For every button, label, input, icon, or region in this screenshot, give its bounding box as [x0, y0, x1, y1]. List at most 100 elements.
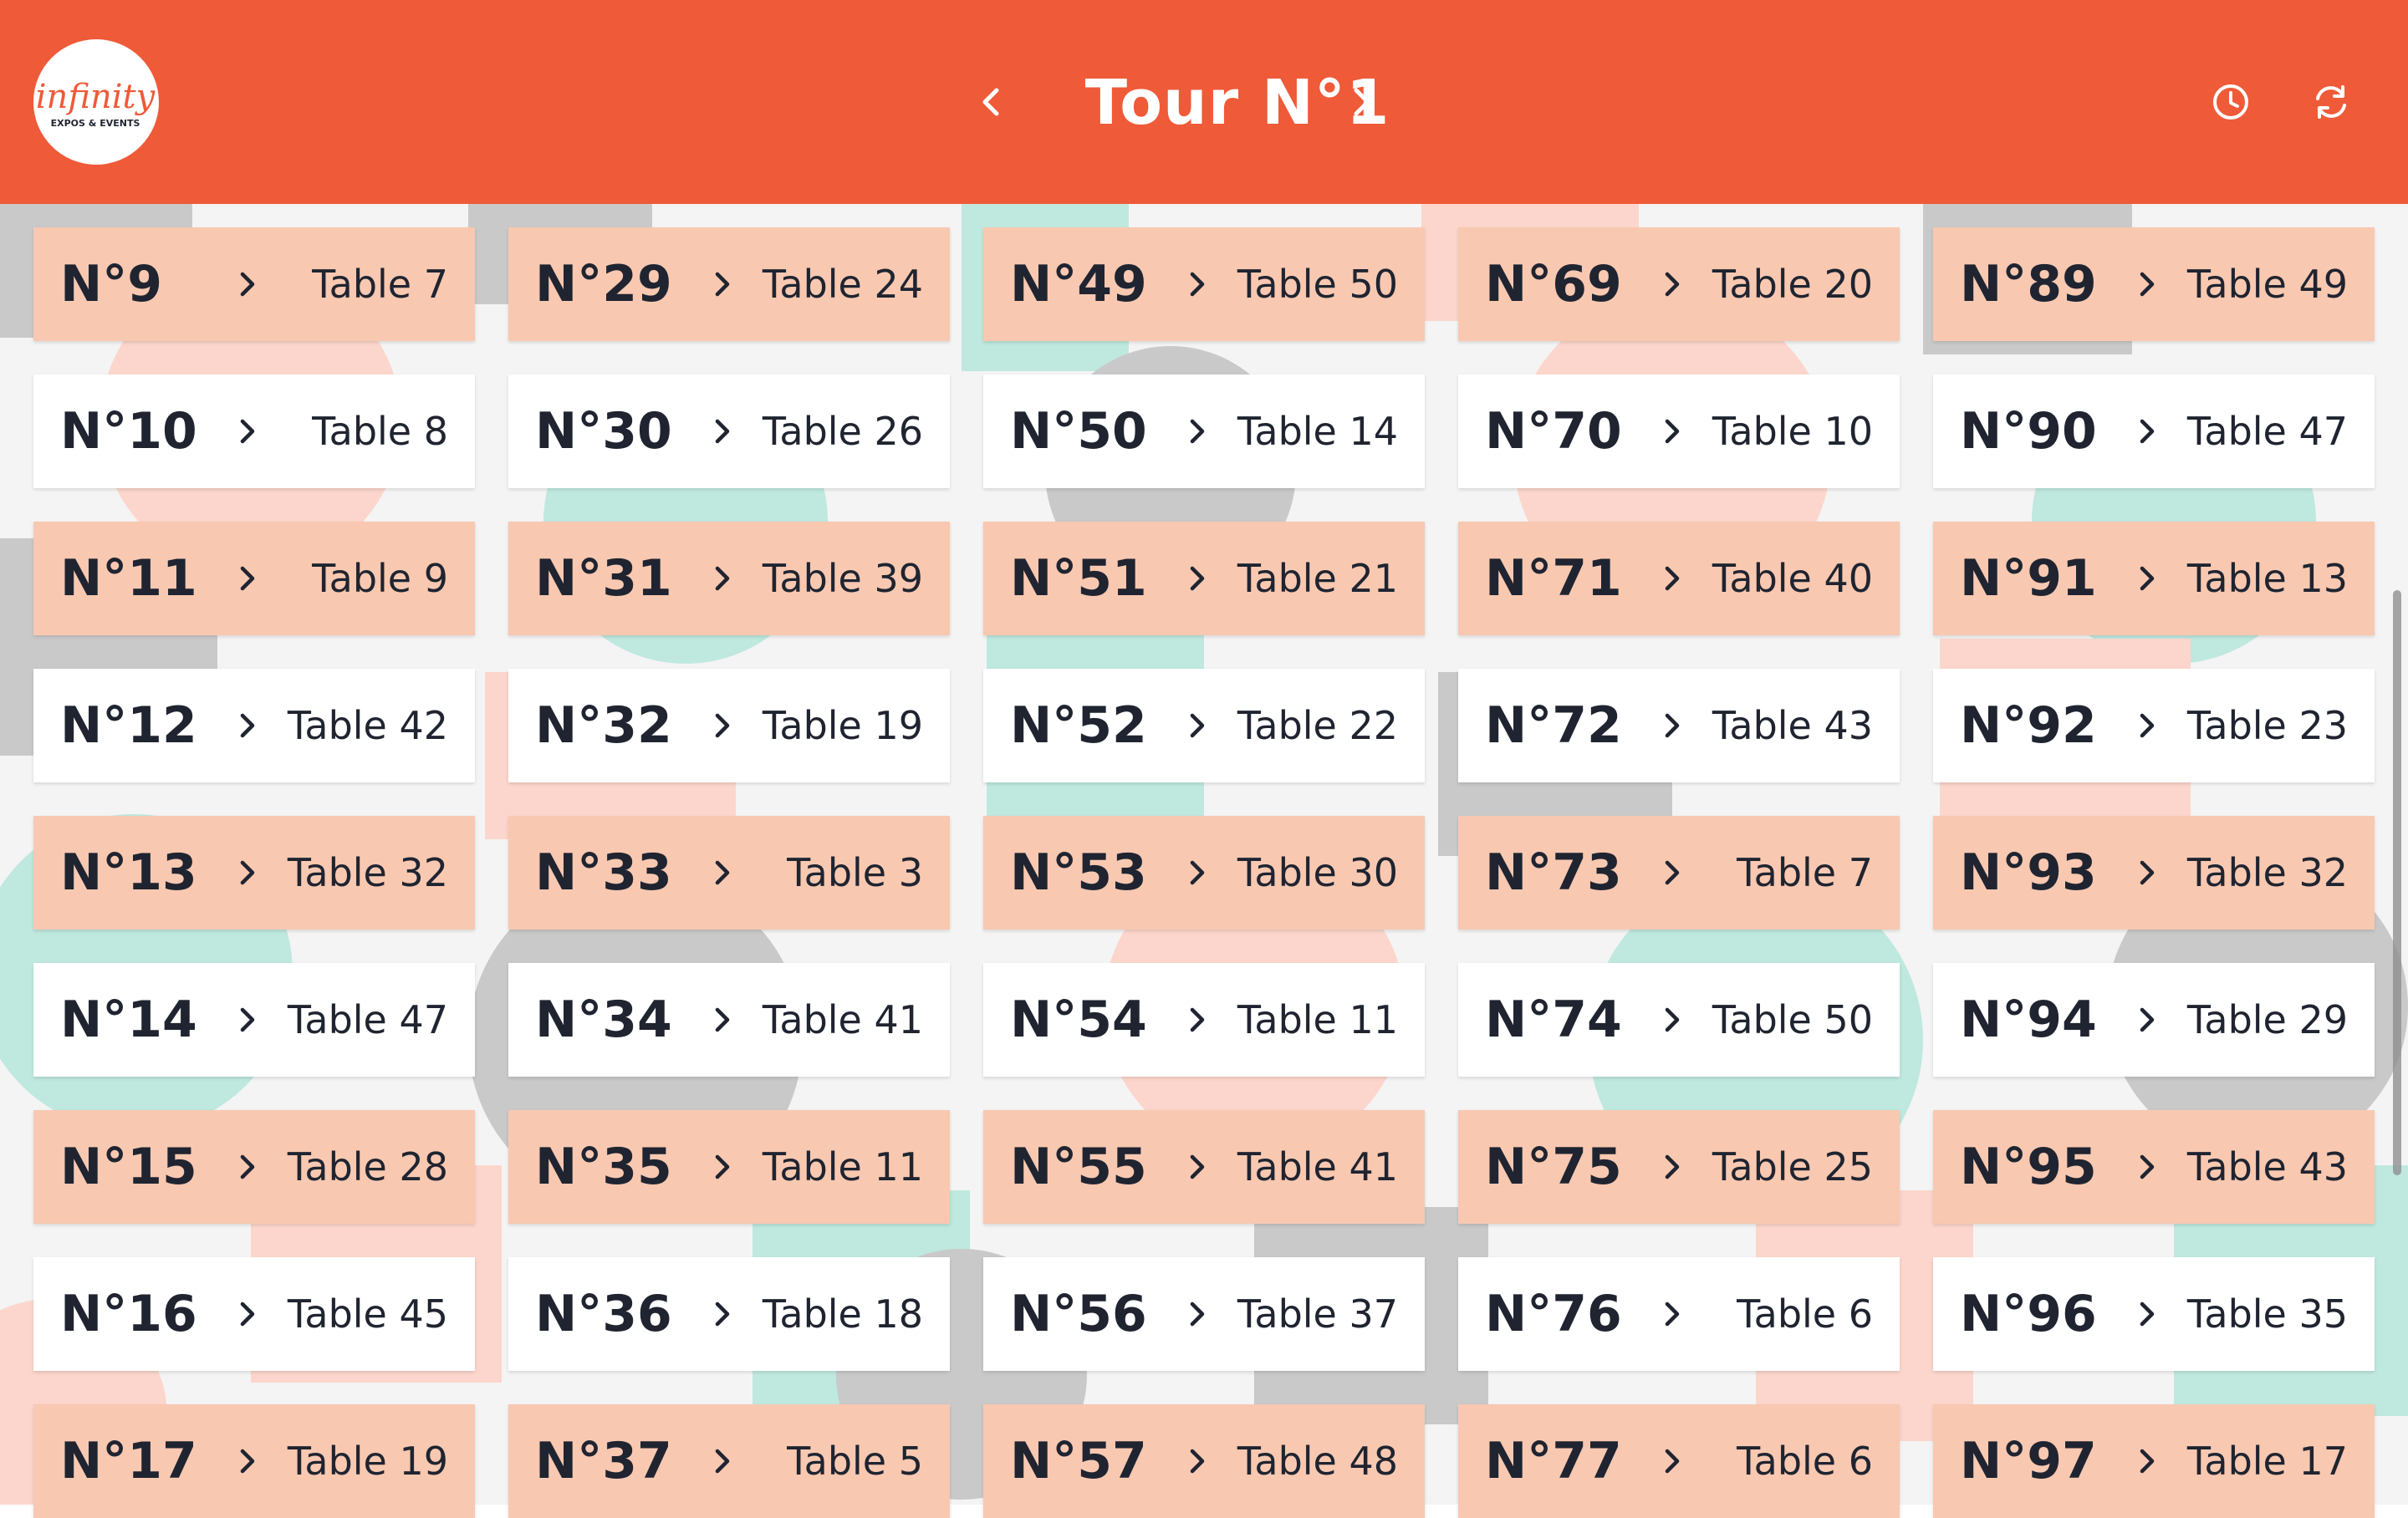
participant-number: N°70: [1485, 402, 1622, 461]
assignment-card[interactable]: N°10 Table 8: [33, 374, 475, 488]
assignment-card[interactable]: N°13 Table 32: [33, 816, 475, 930]
table-label: Table 50: [1712, 997, 1873, 1042]
assignment-card[interactable]: N°91 Table 13: [1933, 522, 2375, 635]
assignment-card[interactable]: N°55 Table 41: [983, 1110, 1425, 1224]
assignment-card[interactable]: N°70 Table 10: [1458, 374, 1900, 488]
participant-number: N°13: [60, 843, 197, 902]
chevron-right-icon: [1190, 1154, 1205, 1179]
chevron-right-icon: [1665, 1449, 1680, 1474]
participant-number: N°54: [1010, 991, 1147, 1049]
table-label: Table 24: [762, 262, 923, 307]
previous-round-button[interactable]: [958, 69, 1025, 135]
assignment-card[interactable]: N°69 Table 20: [1458, 227, 1900, 341]
assignment-card[interactable]: N°37 Table 5: [508, 1404, 950, 1518]
assignment-card[interactable]: N°33 Table 3: [508, 816, 950, 930]
chevron-right-icon: [240, 566, 255, 591]
assignment-card[interactable]: N°90 Table 47: [1933, 374, 2375, 488]
participant-number: N°11: [60, 549, 197, 608]
table-label: Table 11: [1237, 997, 1398, 1042]
assignment-card[interactable]: N°54 Table 11: [983, 963, 1425, 1077]
chevron-right-icon: [2140, 1154, 2155, 1179]
chevron-right-icon: [2140, 419, 2155, 444]
table-label: Table 43: [2186, 1144, 2348, 1189]
assignment-card[interactable]: N°92 Table 23: [1933, 669, 2375, 782]
assignment-card[interactable]: N°77 Table 6: [1458, 1404, 1900, 1518]
assignment-card[interactable]: N°53 Table 30: [983, 816, 1425, 930]
chevron-right-icon: [2140, 566, 2155, 591]
assignment-card[interactable]: N°71 Table 40: [1458, 522, 1900, 635]
assignment-card[interactable]: N°76 Table 6: [1458, 1257, 1900, 1371]
infinity-logo: infinity EXPOS & EVENTS: [33, 39, 159, 165]
scrollbar[interactable]: [2393, 590, 2401, 1175]
chevron-right-icon: [1665, 272, 1680, 297]
table-label: Table 39: [762, 556, 923, 601]
participant-number: N°73: [1485, 843, 1622, 902]
assignment-card[interactable]: N°29 Table 24: [508, 227, 950, 341]
history-button[interactable]: [2201, 72, 2261, 132]
chevron-left-icon: [982, 88, 999, 116]
assignment-card[interactable]: N°30 Table 26: [508, 374, 950, 488]
assignment-card[interactable]: N°49 Table 50: [983, 227, 1425, 341]
participant-number: N°94: [1960, 991, 2097, 1049]
assignment-card[interactable]: N°14 Table 47: [33, 963, 475, 1077]
participant-number: N°93: [1960, 843, 2097, 902]
assignment-card[interactable]: N°75 Table 25: [1458, 1110, 1900, 1224]
chevron-right-icon: [2140, 1449, 2155, 1474]
assignment-card[interactable]: N°52 Table 22: [983, 669, 1425, 782]
assignment-card[interactable]: N°16 Table 45: [33, 1257, 475, 1371]
table-label: Table 22: [1237, 703, 1398, 748]
assignment-card[interactable]: N°56 Table 37: [983, 1257, 1425, 1371]
participant-number: N°56: [1010, 1285, 1147, 1343]
table-label: Table 45: [287, 1291, 448, 1337]
assignment-card[interactable]: N°36 Table 18: [508, 1257, 950, 1371]
participant-number: N°35: [535, 1138, 672, 1196]
chevron-right-icon: [1665, 860, 1680, 885]
assignment-card[interactable]: N°95 Table 43: [1933, 1110, 2375, 1224]
assignment-card[interactable]: N°72 Table 43: [1458, 669, 1900, 782]
assignment-card[interactable]: N°73 Table 7: [1458, 816, 1900, 930]
assignment-card[interactable]: N°94 Table 29: [1933, 963, 2375, 1077]
assignment-card[interactable]: N°31 Table 39: [508, 522, 950, 635]
participant-number: N°51: [1010, 549, 1147, 608]
assignment-card[interactable]: N°11 Table 9: [33, 522, 475, 635]
participant-number: N°34: [535, 991, 672, 1049]
participant-number: N°16: [60, 1285, 197, 1343]
assignment-card[interactable]: N°50 Table 14: [983, 374, 1425, 488]
participant-number: N°52: [1010, 696, 1147, 755]
participant-number: N°53: [1010, 843, 1147, 902]
table-label: Table 13: [2186, 556, 2348, 601]
next-round-button[interactable]: [1328, 69, 1395, 135]
assignment-card[interactable]: N°17 Table 19: [33, 1404, 475, 1518]
participant-number: N°97: [1960, 1432, 2097, 1490]
assignment-card[interactable]: N°93 Table 32: [1933, 816, 2375, 930]
table-label: Table 41: [762, 997, 923, 1042]
assignment-card[interactable]: N°12 Table 42: [33, 669, 475, 782]
assignment-card[interactable]: N°57 Table 48: [983, 1404, 1425, 1518]
chevron-right-icon: [715, 1302, 730, 1327]
participant-number: N°17: [60, 1432, 197, 1490]
chevron-right-icon: [715, 566, 730, 591]
participant-number: N°15: [60, 1138, 197, 1196]
assignment-card[interactable]: N°35 Table 11: [508, 1110, 950, 1224]
svg-text:EXPOS & EVENTS: EXPOS & EVENTS: [51, 118, 140, 129]
assignment-card[interactable]: N°32 Table 19: [508, 669, 950, 782]
assignment-card[interactable]: N°51 Table 21: [983, 522, 1425, 635]
assignment-card[interactable]: N°96 Table 35: [1933, 1257, 2375, 1371]
assignment-card[interactable]: N°89 Table 49: [1933, 227, 2375, 341]
assignment-card[interactable]: N°34 Table 41: [508, 963, 950, 1077]
participant-number: N°89: [1960, 255, 2097, 313]
table-label: Table 25: [1712, 1144, 1873, 1189]
assignment-card[interactable]: N°97 Table 17: [1933, 1404, 2375, 1518]
assignment-card[interactable]: N°74 Table 50: [1458, 963, 1900, 1077]
assignment-card[interactable]: N°9 Table 7: [33, 227, 475, 341]
assignment-card[interactable]: N°15 Table 28: [33, 1110, 475, 1224]
chevron-right-icon: [1665, 566, 1680, 591]
table-label: Table 42: [287, 703, 448, 748]
table-label: Table 3: [787, 850, 923, 895]
app-header: infinity EXPOS & EVENTS Tour N°1: [0, 0, 2408, 204]
refresh-button[interactable]: [2301, 72, 2361, 132]
chevron-right-icon: [715, 713, 730, 738]
chevron-right-icon: [1190, 1449, 1205, 1474]
table-label: Table 37: [1237, 1291, 1398, 1337]
participant-number: N°57: [1010, 1432, 1147, 1490]
